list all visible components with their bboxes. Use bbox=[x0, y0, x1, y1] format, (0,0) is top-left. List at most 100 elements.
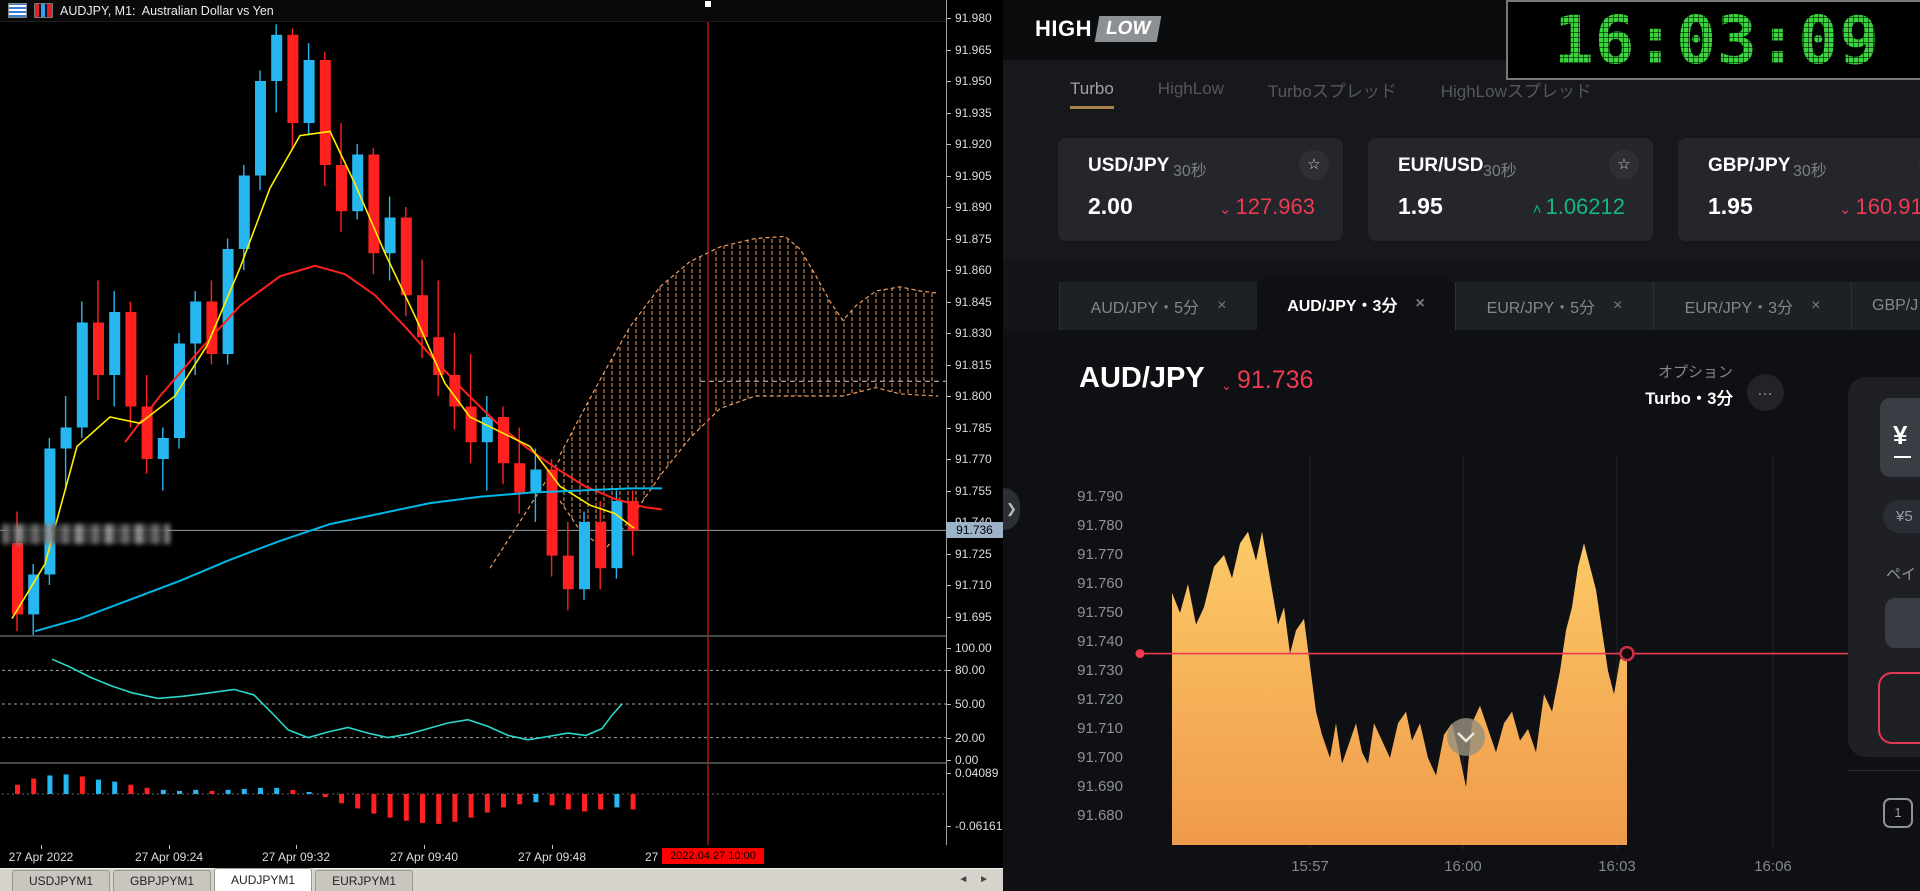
price-axis-label: 91.830 bbox=[955, 326, 992, 340]
axis-tick bbox=[947, 490, 951, 492]
axis-tick bbox=[947, 459, 951, 460]
pane-separator[interactable] bbox=[0, 762, 1003, 764]
pane-separator[interactable] bbox=[0, 635, 1003, 637]
candle bbox=[76, 322, 88, 428]
chart-tab-GBP/J[interactable]: GBP/J bbox=[1851, 282, 1920, 330]
chart-y-label: 91.700 bbox=[1077, 749, 1123, 766]
macd-bar bbox=[15, 784, 20, 794]
macd-bar bbox=[436, 794, 442, 824]
option-value: Turbo・3分 bbox=[1645, 390, 1733, 408]
chart-y-label: 91.720 bbox=[1077, 691, 1123, 708]
axis-tick bbox=[947, 270, 951, 271]
chart-y-label: 91.770 bbox=[1077, 546, 1123, 563]
chart-tab-AUD/JPY・5分[interactable]: AUD/JPY・5分 × bbox=[1059, 282, 1257, 330]
macd-bar bbox=[517, 794, 523, 805]
price-chart-section: AUD/JPY ⌄ 91.736 オプション Turbo・3分 … 91.790… bbox=[1003, 330, 1920, 891]
favorite-star-icon[interactable]: ☆ bbox=[1609, 150, 1639, 180]
close-icon[interactable]: × bbox=[1613, 297, 1623, 314]
ichimoku-cloud bbox=[560, 236, 938, 550]
digital-clock: 16:03:09 bbox=[1506, 0, 1920, 80]
close-icon[interactable]: × bbox=[1811, 297, 1821, 314]
mt4-symbol-tab[interactable]: USDJPYM1 bbox=[12, 870, 111, 891]
chart-tab-label: AUD/JPY・3分 bbox=[1287, 297, 1398, 315]
amount-currency: ¥ bbox=[1893, 420, 1908, 450]
area-chart-canvas[interactable] bbox=[1003, 330, 1920, 891]
chart-x-label: 16:06 bbox=[1754, 858, 1792, 875]
highlow-logo[interactable]: HIGH LOW bbox=[1035, 16, 1162, 42]
amount-input[interactable]: ¥ bbox=[1880, 398, 1920, 477]
macd-bar bbox=[614, 794, 620, 808]
mt4-symbol-tab[interactable]: GBPJPYM1 bbox=[113, 870, 212, 891]
chart-tab-label: GBP/J bbox=[1872, 297, 1919, 314]
favorite-star-icon[interactable]: ☆ bbox=[1299, 150, 1329, 180]
close-icon[interactable]: × bbox=[1217, 297, 1227, 314]
tab-scroll-arrows-icon[interactable]: ◄ ► bbox=[958, 874, 993, 885]
card-price-value: 127.963 bbox=[1235, 194, 1315, 219]
macd-bar bbox=[533, 794, 539, 803]
macd-bar bbox=[582, 794, 587, 812]
payout-label: ペイ bbox=[1886, 566, 1917, 583]
candle bbox=[109, 312, 121, 375]
chart-tab-AUD/JPY・3分[interactable]: AUD/JPY・3分 × bbox=[1257, 277, 1455, 330]
axis-tick bbox=[947, 427, 951, 429]
nav-tab-HighLowスプレッド[interactable]: HighLowスプレッド bbox=[1440, 81, 1592, 101]
price-axis-label: 91.935 bbox=[955, 105, 992, 120]
open-positions-icon[interactable]: 1 bbox=[1883, 798, 1913, 828]
payout-value-box bbox=[1885, 598, 1920, 648]
macd-bar bbox=[403, 794, 409, 821]
candle bbox=[28, 574, 40, 615]
mt4-price-axis: 91.980 91.965 91.950 91.935 91.920 91.905 91.8… bbox=[946, 0, 1004, 845]
highlow-panel: HIGH LOW 16:03:09 Turbo HighLow Turboスプレッド… bbox=[1003, 0, 1920, 891]
panel-expander-button[interactable]: ❯ bbox=[1003, 488, 1020, 530]
mt4-symbol-tab[interactable]: AUDJPYM1 bbox=[214, 868, 313, 891]
axis-tick bbox=[947, 81, 951, 82]
instrument-card[interactable]: EUR/USD 30秒 ☆ 1.95 ˄ 1.06212 bbox=[1368, 138, 1653, 241]
nav-tab-HighLow[interactable]: HighLow bbox=[1157, 79, 1224, 98]
trade-direction-button[interactable] bbox=[1878, 672, 1920, 744]
chart-tab-EUR/JPY・5分[interactable]: EUR/JPY・5分 × bbox=[1455, 282, 1653, 330]
logo-low-text: LOW bbox=[1094, 16, 1162, 42]
chart-y-label: 91.760 bbox=[1077, 575, 1123, 592]
close-icon[interactable]: × bbox=[1415, 294, 1425, 312]
candle bbox=[60, 427, 72, 449]
axis-tick bbox=[552, 845, 553, 849]
mt4-chart-canvas[interactable] bbox=[0, 0, 946, 845]
scroll-latest-button bbox=[1447, 718, 1485, 756]
card-duration: 30秒 bbox=[1173, 163, 1207, 180]
trade-panel: ¥ ¥5 ペイ bbox=[1848, 377, 1920, 757]
nav-tab-Turboスプレッド[interactable]: Turboスプレッド bbox=[1267, 81, 1397, 101]
macd-bar bbox=[484, 794, 490, 813]
price-down-caret-icon: ⌄ bbox=[1221, 378, 1232, 393]
candle bbox=[498, 417, 509, 464]
mt4-symbol-tab[interactable]: EURJPYM1 bbox=[315, 870, 414, 891]
macd-axis-label: -0.06161 bbox=[955, 818, 1003, 833]
chart-menu-button[interactable]: … bbox=[1747, 374, 1784, 411]
chart-tab-EUR/JPY・3分[interactable]: EUR/JPY・3分 × bbox=[1653, 282, 1851, 330]
macd-bar bbox=[339, 794, 344, 804]
quick-amount-button[interactable]: ¥5 bbox=[1883, 500, 1920, 533]
price-axis-label: 91.890 bbox=[955, 200, 992, 214]
candle bbox=[238, 175, 250, 249]
bar-chart-icon[interactable] bbox=[34, 3, 53, 18]
price-axis-label: 91.950 bbox=[955, 74, 992, 88]
ma-slow bbox=[34, 487, 662, 633]
nav-tab-Turbo[interactable]: Turbo bbox=[1070, 65, 1114, 113]
price-axis-label: 91.965 bbox=[955, 42, 992, 57]
time-axis-label: 27 Apr 09:32 bbox=[261, 850, 331, 864]
card-payout-rate: 1.95 bbox=[1398, 193, 1443, 219]
candle bbox=[44, 448, 56, 575]
chart-current-price: 91.736 bbox=[1237, 366, 1314, 394]
mt4-window: AUDJPY, M1: Australian Dollar vs Yen 91.… bbox=[0, 0, 1004, 891]
price-axis-label: 91.755 bbox=[955, 483, 992, 498]
card-pair-name: GBP/JPY bbox=[1708, 155, 1791, 176]
instrument-card[interactable]: USD/JPY 30秒 ☆ 2.00 ⌄ 127.963 bbox=[1058, 138, 1343, 241]
mt4-time-axis: 27 2022.04.27 10:00 27 Apr 2022 27 Apr 09… bbox=[0, 845, 1003, 868]
candle bbox=[627, 501, 639, 531]
axis-tick bbox=[947, 553, 951, 555]
chart-pair-title[interactable]: AUD/JPY bbox=[1079, 362, 1205, 394]
candle bbox=[368, 154, 380, 254]
macd-bar bbox=[258, 787, 263, 794]
candle bbox=[417, 295, 428, 338]
table-icon[interactable] bbox=[8, 3, 27, 18]
